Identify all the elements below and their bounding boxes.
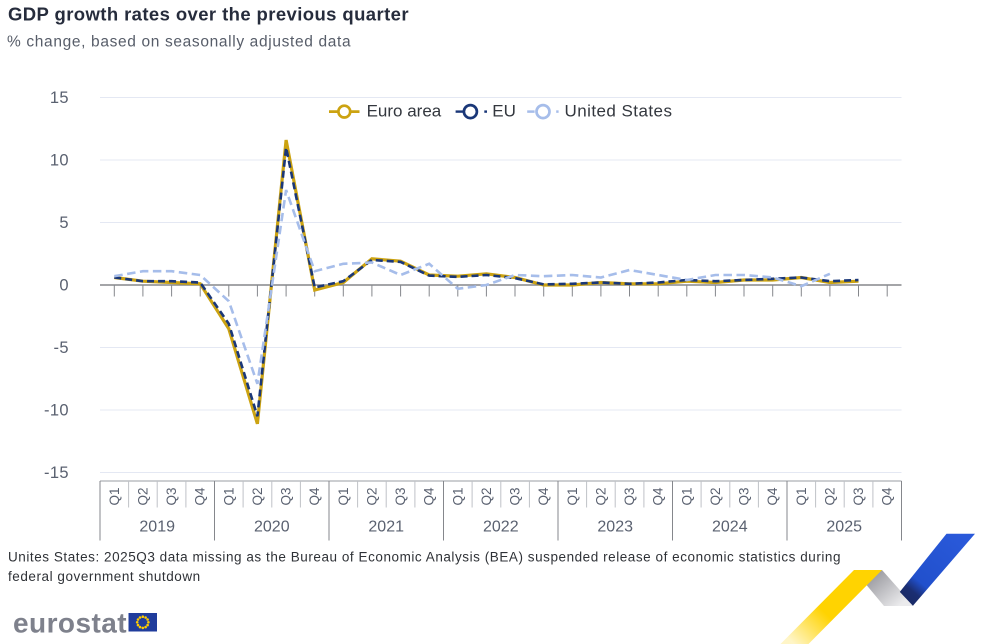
svg-text:Q3: Q3 [508, 487, 523, 505]
svg-text:2024: 2024 [712, 519, 748, 536]
svg-text:-15: -15 [44, 464, 69, 482]
svg-text:federal government shutdown: federal government shutdown [8, 569, 201, 584]
svg-text:Q3: Q3 [393, 487, 408, 505]
svg-text:Q4: Q4 [422, 487, 437, 506]
svg-text:Q1: Q1 [679, 487, 694, 505]
svg-text:2022: 2022 [483, 519, 519, 536]
svg-text:Q3: Q3 [737, 487, 752, 505]
svg-text:Q1: Q1 [107, 487, 122, 505]
svg-text:0: 0 [59, 277, 69, 295]
svg-text:Q1: Q1 [221, 487, 236, 505]
svg-text:Q2: Q2 [593, 487, 608, 505]
svg-text:Q3: Q3 [164, 487, 179, 505]
svg-text:Q1: Q1 [794, 487, 809, 505]
svg-text:Q2: Q2 [708, 487, 723, 505]
svg-text:-10: -10 [44, 402, 69, 420]
svg-text:5: 5 [59, 214, 69, 232]
svg-text:2019: 2019 [139, 519, 175, 536]
svg-text:Q2: Q2 [822, 487, 837, 505]
svg-text:Q4: Q4 [880, 487, 895, 506]
svg-text:Q3: Q3 [851, 487, 866, 505]
svg-text:-5: -5 [54, 339, 69, 357]
svg-text:GDP growth rates over the prev: GDP growth rates over the previous quart… [8, 3, 409, 24]
svg-text:Q2: Q2 [250, 487, 265, 505]
svg-text:Q3: Q3 [279, 487, 294, 505]
svg-text:Q2: Q2 [364, 487, 379, 505]
svg-text:United States: United States [565, 102, 673, 121]
svg-text:Unites States: 2025Q3 data mis: Unites States: 2025Q3 data missing as th… [8, 550, 841, 565]
svg-text:Q2: Q2 [479, 487, 494, 505]
svg-text:2025: 2025 [826, 519, 862, 536]
svg-text:Euro area: Euro area [367, 102, 442, 121]
svg-text:15: 15 [50, 89, 69, 107]
svg-text:2020: 2020 [254, 519, 290, 536]
svg-text:Q4: Q4 [651, 487, 666, 506]
svg-text:EU: EU [492, 102, 516, 121]
svg-text:Q1: Q1 [565, 487, 580, 505]
svg-text:Q1: Q1 [450, 487, 465, 505]
svg-text:10: 10 [50, 152, 69, 170]
svg-text:Q4: Q4 [193, 487, 208, 506]
svg-text:2023: 2023 [597, 519, 633, 536]
svg-text:eurostat: eurostat [13, 608, 127, 639]
svg-text:Q4: Q4 [307, 487, 322, 506]
svg-text:Q3: Q3 [622, 487, 637, 505]
svg-text:2021: 2021 [368, 519, 404, 536]
svg-text:Q1: Q1 [336, 487, 351, 505]
svg-text:Q4: Q4 [536, 487, 551, 506]
svg-text:Q2: Q2 [135, 487, 150, 505]
svg-text:Q4: Q4 [765, 487, 780, 506]
svg-text:% change, based on seasonally: % change, based on seasonally adjusted d… [7, 34, 351, 51]
